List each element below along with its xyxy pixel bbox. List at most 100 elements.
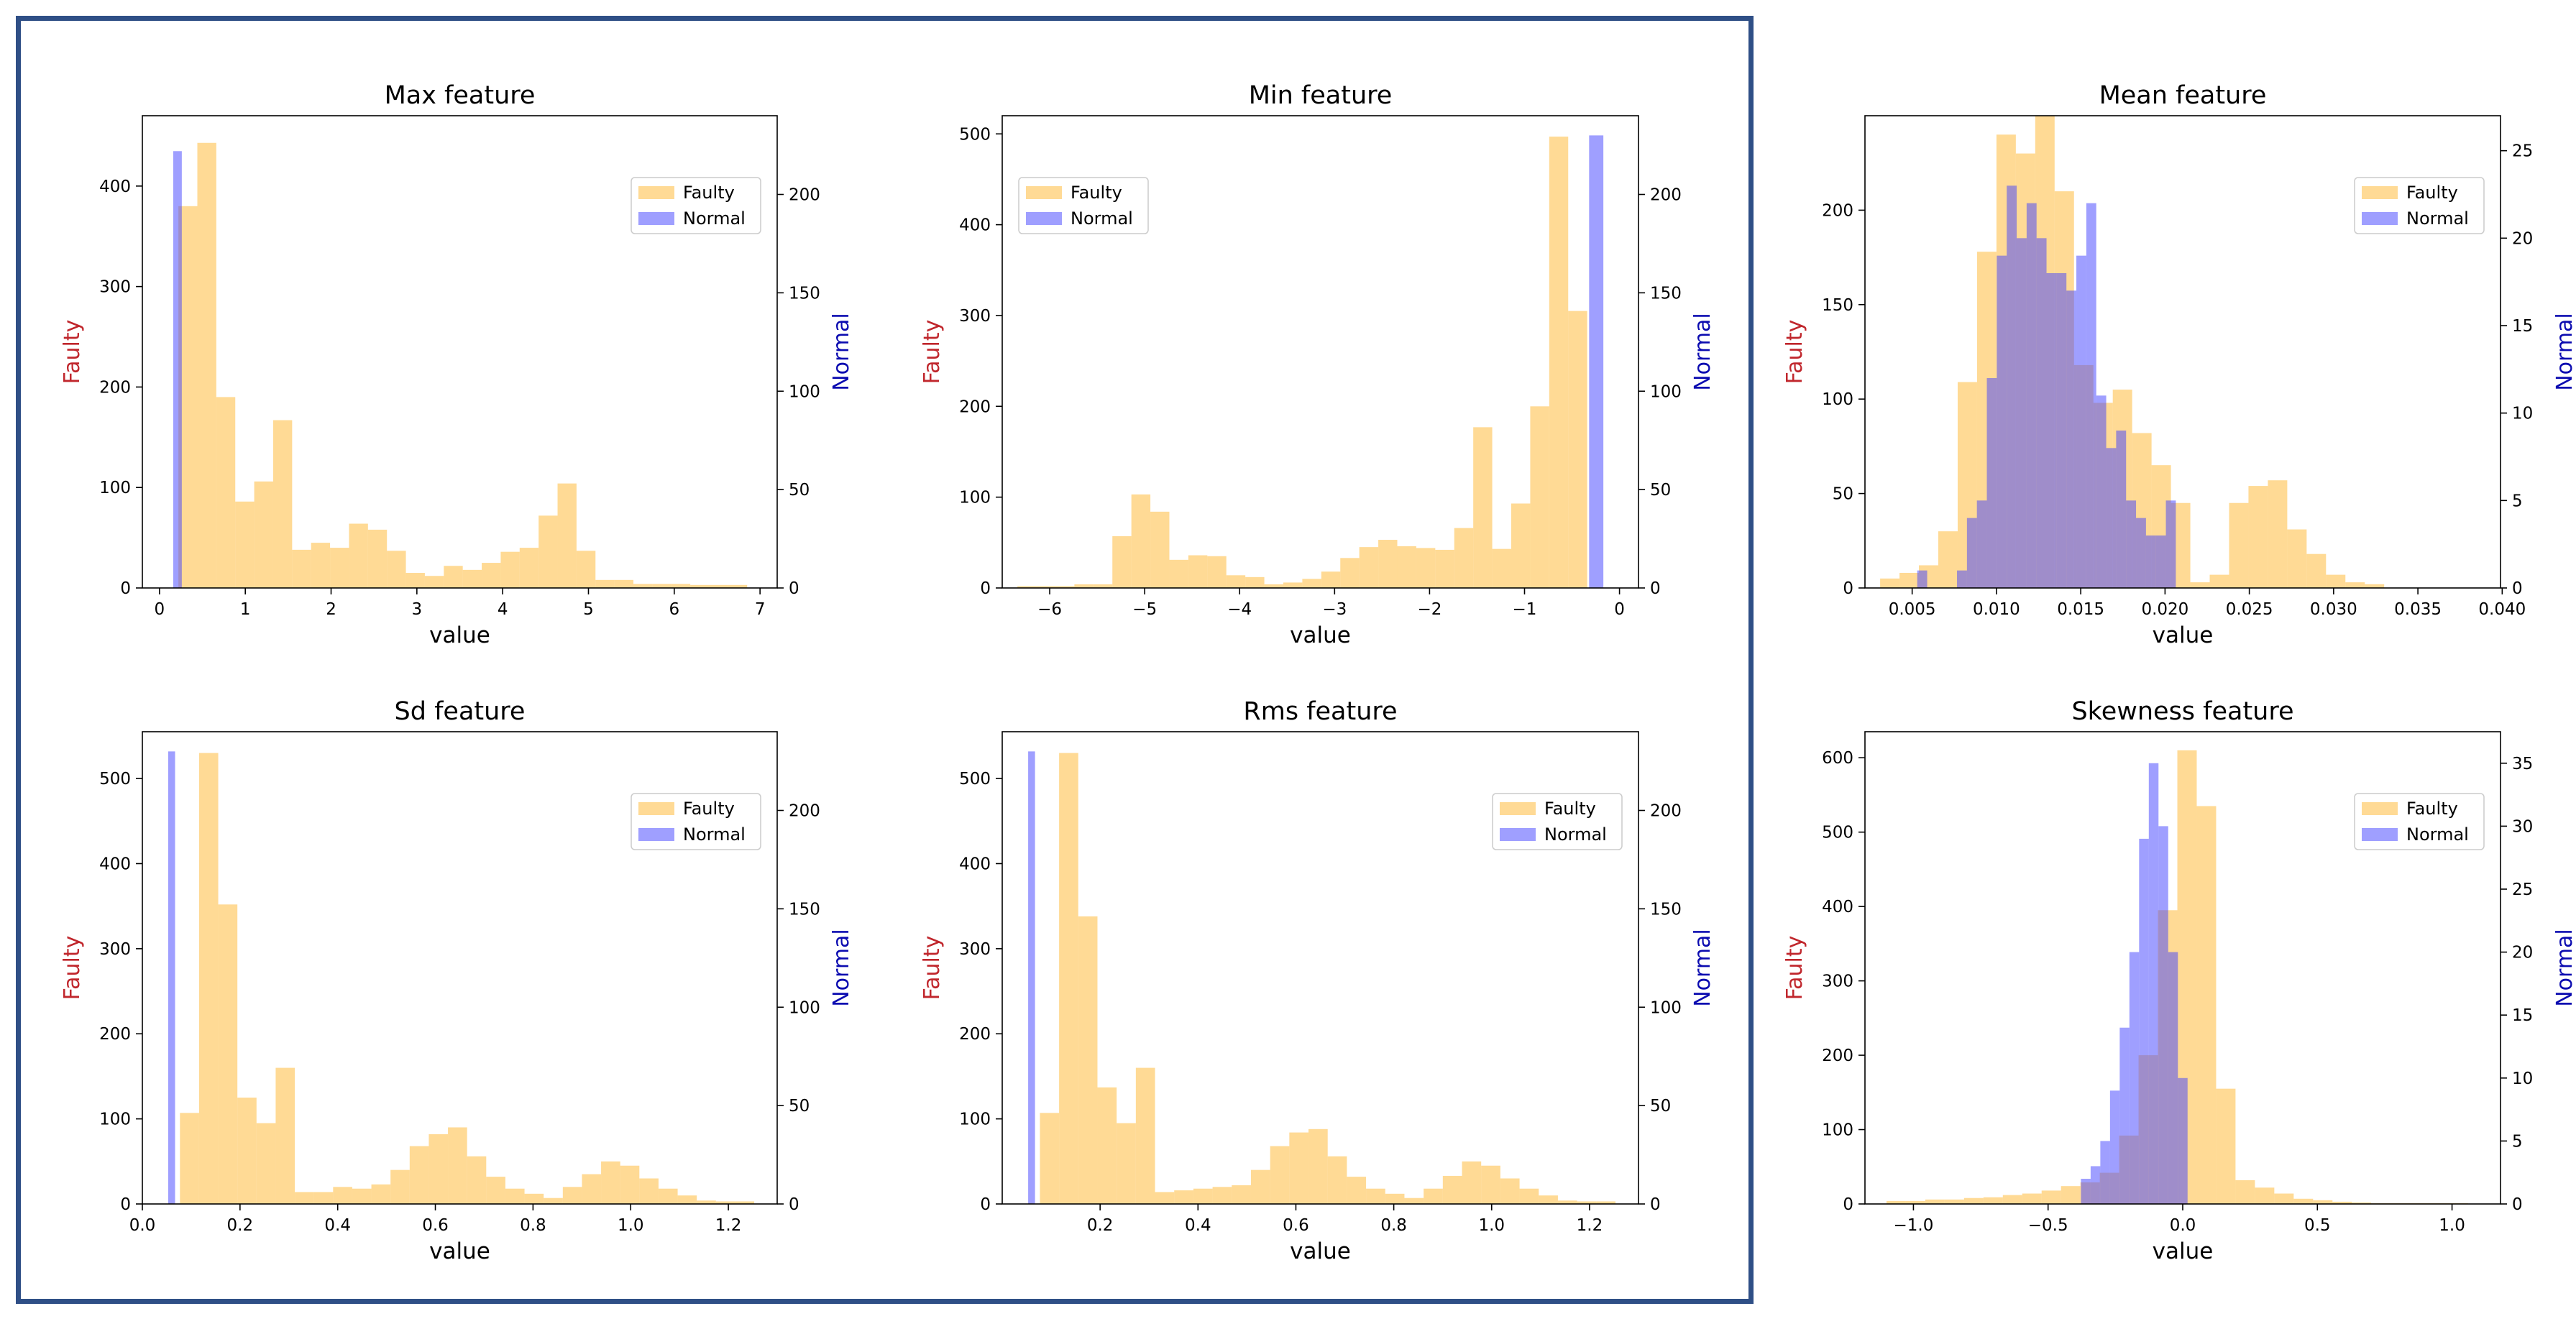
faulty-bar bbox=[292, 549, 311, 588]
faulty-bar bbox=[1880, 578, 1900, 588]
faulty-bar bbox=[1938, 531, 1958, 588]
faulty-bar bbox=[671, 584, 691, 588]
y-tick-label-right: 0 bbox=[1650, 1195, 1661, 1214]
normal-bar bbox=[2017, 238, 2027, 588]
faulty-bar bbox=[735, 1201, 755, 1204]
y-tick-label-left: 0 bbox=[980, 579, 991, 598]
faulty-bar bbox=[690, 584, 710, 588]
y-tick-label-right: 5 bbox=[2512, 1132, 2523, 1151]
y-tick-label-left: 0 bbox=[1843, 1195, 1853, 1214]
faulty-bar bbox=[1112, 535, 1132, 588]
y-tick-label-left: 400 bbox=[99, 178, 131, 196]
y-tick-label-left: 100 bbox=[99, 1111, 131, 1129]
faulty-bar bbox=[677, 1195, 697, 1204]
faulty-bar bbox=[1424, 1188, 1443, 1204]
x-tick-label: 0.4 bbox=[324, 1216, 351, 1235]
y-tick-label-left: 500 bbox=[959, 125, 991, 144]
faulty-bar bbox=[1397, 546, 1416, 588]
normal-bar bbox=[2148, 763, 2159, 1204]
x-tick-label: 6 bbox=[669, 600, 679, 619]
faulty-bar bbox=[2287, 529, 2307, 588]
y-tick-label-left: 300 bbox=[99, 940, 131, 959]
faulty-bar bbox=[1308, 1128, 1328, 1204]
faulty-bar bbox=[715, 1201, 735, 1204]
faulty-bar bbox=[1232, 1185, 1251, 1204]
chart-6: −1.0 −0.5 0.0 0.5 1.0 0 100 200 300 400 500 600 0 5 10… bbox=[1782, 697, 2576, 1264]
faulty-bar bbox=[1055, 586, 1075, 588]
y-tick-label-left: 200 bbox=[99, 1025, 131, 1044]
normal-bar bbox=[2056, 273, 2067, 588]
faulty-bar bbox=[1078, 916, 1098, 1204]
y-tick-label-right: 25 bbox=[2512, 881, 2533, 899]
y-tick-label-right: 150 bbox=[1650, 284, 1682, 303]
normal-bar bbox=[2076, 255, 2086, 588]
normal-bar bbox=[2178, 1077, 2188, 1204]
y-axis-label-left: Faulty bbox=[1782, 320, 1807, 385]
y-tick-label-left: 600 bbox=[1822, 749, 1853, 768]
faulty-bar bbox=[1557, 1200, 1577, 1204]
x-tick-label: 1 bbox=[240, 600, 251, 619]
y-axis-label-left: Faulty bbox=[60, 936, 85, 1001]
normal-bar bbox=[1997, 255, 2007, 588]
legend-swatch-normal bbox=[638, 212, 674, 225]
faulty-bar bbox=[1059, 753, 1078, 1204]
normal-bar bbox=[2081, 1178, 2091, 1204]
y-tick-label-left: 300 bbox=[1822, 973, 1853, 991]
axes-frame bbox=[142, 115, 778, 589]
y-axis-label-left: Faulty bbox=[60, 320, 85, 385]
y-tick-label-left: 100 bbox=[99, 479, 131, 497]
faulty-bar bbox=[1454, 528, 1474, 588]
faulty-bar bbox=[1983, 1197, 2003, 1204]
normal-bar bbox=[1986, 378, 1997, 588]
legend-label-normal: Normal bbox=[683, 208, 746, 229]
legend-label-normal: Normal bbox=[2406, 824, 2469, 845]
chart-2: −6 −5 −4 −3 −2 −1 0 0 100 200 300 400 500 0 50 100 150 20… bbox=[920, 81, 1715, 648]
y-tick-label-left: 300 bbox=[959, 940, 991, 959]
faulty-bar bbox=[1481, 1165, 1500, 1204]
y-tick-label-right: 0 bbox=[2512, 579, 2523, 598]
x-tick-label: 5 bbox=[583, 600, 594, 619]
x-tick-label: 0.2 bbox=[227, 1216, 254, 1235]
normal-bar bbox=[2155, 535, 2166, 588]
y-tick-label-right: 10 bbox=[2512, 1070, 2533, 1088]
normal-bar bbox=[2046, 273, 2057, 588]
x-tick-label: 1.0 bbox=[618, 1216, 644, 1235]
y-tick-label-left: 400 bbox=[959, 855, 991, 873]
y-tick-label-left: 500 bbox=[99, 770, 131, 789]
faulty-bar bbox=[2313, 1200, 2333, 1204]
x-tick-label: 0.0 bbox=[129, 1216, 156, 1235]
faulty-bar bbox=[1212, 1187, 1232, 1204]
legend-swatch-normal bbox=[1500, 828, 1536, 841]
faulty-bar bbox=[275, 1067, 295, 1204]
faulty-bar bbox=[218, 904, 238, 1204]
normal-bar bbox=[2139, 838, 2149, 1204]
faulty-bar bbox=[1539, 1195, 1558, 1204]
faulty-bar bbox=[333, 1187, 352, 1204]
faulty-bar bbox=[1416, 548, 1436, 588]
faulty-bar bbox=[2061, 1186, 2081, 1204]
faulty-bar bbox=[352, 1188, 372, 1204]
faulty-bar bbox=[524, 1193, 544, 1204]
x-tick-label: −0.5 bbox=[2028, 1216, 2068, 1235]
legend: Faulty Normal bbox=[1492, 793, 1623, 850]
faulty-bar bbox=[1174, 1190, 1193, 1204]
y-tick-label-left: 200 bbox=[99, 378, 131, 397]
y-tick-label-right: 150 bbox=[1650, 900, 1682, 919]
y-tick-label-right: 100 bbox=[1650, 382, 1682, 401]
y-tick-label-right: 150 bbox=[789, 900, 820, 919]
x-tick-label: 7 bbox=[755, 600, 766, 619]
normal-bar bbox=[2096, 395, 2107, 588]
faulty-bar bbox=[1462, 1161, 1482, 1204]
y-tick-label-left: 200 bbox=[959, 1025, 991, 1044]
faulty-bar bbox=[1530, 406, 1549, 588]
y-tick-label-left: 500 bbox=[1822, 824, 1853, 842]
x-tick-label: 0.6 bbox=[422, 1216, 449, 1235]
faulty-bar bbox=[1150, 511, 1170, 588]
faulty-bar bbox=[1074, 584, 1094, 588]
normal-bar bbox=[2106, 448, 2117, 588]
normal-bar bbox=[2158, 826, 2168, 1204]
normal-bar bbox=[2126, 500, 2137, 588]
axes-frame bbox=[1001, 115, 1639, 589]
faulty-bar bbox=[1925, 1199, 1945, 1204]
x-tick-label: 0 bbox=[1614, 600, 1625, 619]
